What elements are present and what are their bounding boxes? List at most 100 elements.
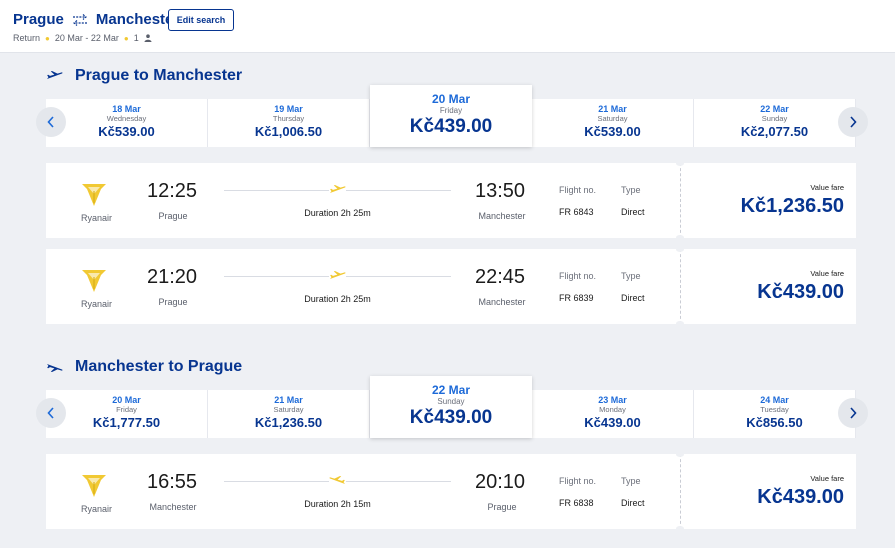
arrival-time: 22:45 (475, 266, 526, 288)
ticket-divider (680, 454, 681, 529)
inbound-section-title: Manchester to Prague (46, 358, 242, 376)
flight-duration: Duration 2h 25m (304, 294, 371, 304)
edit-search-button[interactable]: Edit search (168, 9, 234, 31)
date-price: Kč1,777.50 (92, 415, 161, 430)
arrival-city: Manchester (478, 211, 526, 221)
date-option[interactable]: 20 Mar Friday Kč1,777.50 (46, 390, 208, 438)
flight-number: FR 6839 (559, 293, 594, 303)
date-option[interactable]: 23 Mar Monday Kč439.00 (532, 390, 694, 438)
plane-icon (329, 475, 346, 487)
arrival-time: 20:10 (475, 471, 526, 493)
day-label: Thursday (272, 114, 305, 123)
flight-type: Direct (621, 498, 645, 508)
day-label: Friday (439, 106, 463, 115)
ticket-notch (676, 321, 684, 326)
selected-date-option[interactable]: 20 Mar Friday Kč439.00 (370, 85, 532, 147)
day-label: Tuesday (760, 405, 789, 414)
fare-type-label: Value fare (810, 183, 844, 192)
inbound-date-carousel: 20 Mar Friday Kč1,777.50 21 Mar Saturday… (36, 376, 868, 438)
day-label: Sunday (437, 397, 465, 406)
fare-price[interactable]: Kč439.00 (757, 486, 844, 508)
departure-time: 12:25 (147, 180, 198, 202)
arrival-time: 13:50 (475, 180, 526, 202)
flight-type-label: Type (621, 476, 641, 486)
swap-icon (72, 13, 87, 26)
date-price: Kč539.00 (584, 124, 641, 139)
arrival-city: Prague (487, 502, 517, 512)
next-dates-button[interactable] (838, 398, 868, 428)
plane-icon (329, 184, 346, 196)
route-title: Prague Manchester (13, 11, 179, 28)
person-icon (144, 34, 152, 42)
destination-city: Manchester (95, 11, 180, 28)
day-label: Sunday (761, 114, 788, 123)
flight-type-label: Type (621, 185, 641, 195)
flight-number-label: Flight no. (559, 476, 597, 486)
departure-city: Prague (158, 297, 188, 307)
flight-type-label: Type (621, 271, 641, 281)
date-option[interactable]: 19 Mar Thursday Kč1,006.50 (208, 99, 370, 147)
date-price: Kč439.00 (409, 116, 493, 137)
date-option[interactable]: 22 Mar Sunday Kč2,077.50 (694, 99, 856, 147)
date-price: Kč856.50 (746, 415, 803, 430)
flight-number-label: Flight no. (559, 185, 597, 195)
fare-price[interactable]: Kč439.00 (757, 281, 844, 303)
date-label: 22 Mar (431, 383, 471, 397)
date-price: Kč439.00 (584, 415, 641, 430)
ticket-notch (676, 247, 684, 252)
ticket-notch (676, 235, 684, 240)
flight-card[interactable]: Ryanair 21:20 Prague Duration 2h 25m 22:… (46, 247, 856, 326)
flight-type: Direct (621, 293, 645, 303)
plane-icon (329, 270, 346, 282)
date-price: Kč2,077.50 (740, 124, 809, 139)
ticket-divider (680, 249, 681, 324)
date-price: Kč1,236.50 (254, 415, 323, 430)
trip-dates: 20 Mar - 22 Mar (54, 33, 119, 43)
date-label: 19 Mar (274, 104, 303, 114)
date-option[interactable]: 21 Mar Saturday Kč1,236.50 (208, 390, 370, 438)
ryanair-logo-icon (82, 475, 106, 497)
date-label: 20 Mar (112, 395, 141, 405)
fare-type-label: Value fare (810, 474, 844, 483)
prev-dates-button[interactable] (36, 107, 66, 137)
flight-duration: Duration 2h 25m (304, 208, 371, 218)
arrival-city: Manchester (478, 297, 526, 307)
date-label: 22 Mar (760, 104, 789, 114)
day-label: Friday (116, 405, 137, 414)
separator-dot: ● (123, 33, 129, 43)
date-price: Kč439.00 (409, 407, 493, 428)
day-label: Saturday (597, 114, 628, 123)
prev-dates-button[interactable] (36, 398, 66, 428)
departure-time: 21:20 (147, 266, 198, 288)
chevron-left-icon (47, 407, 54, 419)
day-label: Monday (599, 405, 626, 414)
plane-landing-icon (47, 364, 63, 372)
origin-city: Prague (13, 11, 64, 28)
date-option[interactable]: 18 Mar Wednesday Kč539.00 (46, 99, 208, 147)
chevron-right-icon (850, 116, 857, 128)
departure-time: 16:55 (147, 471, 198, 493)
flight-type: Direct (621, 207, 645, 217)
selected-date-option[interactable]: 22 Mar Sunday Kč439.00 (370, 376, 532, 438)
ryanair-logo-icon (82, 184, 106, 206)
airline-name: Ryanair (80, 504, 112, 514)
departure-city: Manchester (149, 502, 197, 512)
plane-takeoff-icon (47, 71, 63, 79)
date-label: 20 Mar (431, 92, 471, 106)
date-option[interactable]: 21 Mar Saturday Kč539.00 (532, 99, 694, 147)
date-option[interactable]: 24 Mar Tuesday Kč856.50 (694, 390, 856, 438)
passenger-count: 1 (133, 33, 139, 43)
fare-price[interactable]: Kč1,236.50 (740, 195, 844, 217)
outbound-date-carousel: 18 Mar Wednesday Kč539.00 19 Mar Thursda… (36, 85, 868, 147)
departure-city: Prague (158, 211, 188, 221)
next-dates-button[interactable] (838, 107, 868, 137)
ticket-notch (676, 526, 684, 531)
chevron-right-icon (850, 407, 857, 419)
date-price: Kč539.00 (98, 124, 155, 139)
outbound-section-title: Prague to Manchester (46, 67, 242, 85)
flight-card[interactable]: Ryanair 12:25 Prague Duration 2h 25m 13:… (46, 161, 856, 240)
flight-duration: Duration 2h 15m (304, 499, 371, 509)
separator-dot: ● (45, 33, 50, 43)
ticket-notch (676, 452, 684, 457)
flight-card[interactable]: Ryanair 16:55 Manchester Duration 2h 15m… (46, 452, 856, 531)
